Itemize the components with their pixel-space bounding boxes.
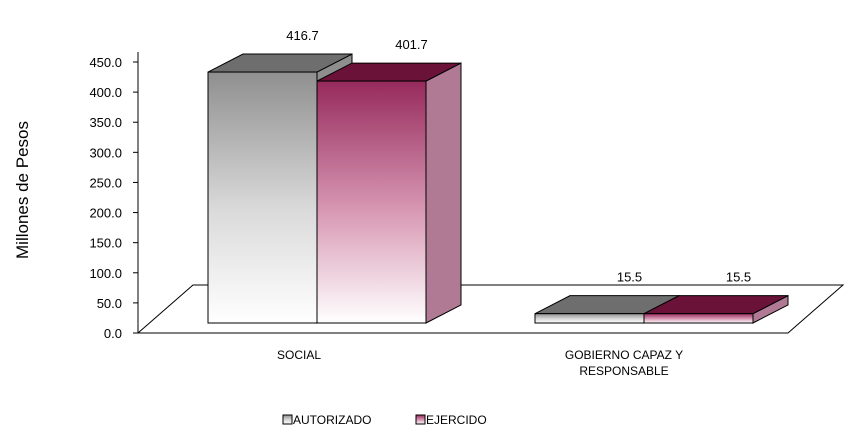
- bar-ejercido-1: [316, 62, 462, 324]
- bar-front: [207, 71, 318, 324]
- y-tick-label: 450.0: [89, 55, 122, 70]
- x-category-label-line: GOBIERNO CAPAZ Y: [565, 348, 683, 362]
- y-tick-label: 100.0: [89, 266, 122, 281]
- bar-front: [316, 80, 427, 324]
- data-labels: 416.7 401.7 15.5 15.5: [286, 28, 751, 285]
- x-category-label: GOBIERNO CAPAZ Y RESPONSABLE: [565, 348, 683, 378]
- bar-front: [534, 313, 645, 324]
- y-tick-label: 200.0: [89, 206, 122, 221]
- y-tick-label: 0.0: [104, 326, 122, 341]
- legend: AUTORIZADO EJERCIDO: [282, 413, 487, 427]
- x-category-label-line: RESPONSABLE: [579, 364, 668, 378]
- legend-item-ejercido: EJERCIDO: [415, 413, 487, 427]
- legend-label-autorizado: AUTORIZADO: [293, 413, 371, 427]
- y-axis-ticks: 0.0 50.0 100.0 150.0 200.0 250.0 300.0 350.0 400…: [89, 55, 138, 341]
- legend-label-ejercido: EJERCIDO: [426, 413, 487, 427]
- legend-swatch-autorizado: [282, 414, 293, 425]
- y-tick-label: 250.0: [89, 175, 122, 190]
- legend-item-autorizado: AUTORIZADO: [282, 413, 371, 427]
- bar-ejercido-2: [643, 294, 789, 324]
- bars: [207, 53, 789, 324]
- data-label: 416.7: [286, 28, 319, 43]
- y-tick-label: 350.0: [89, 115, 122, 130]
- data-label: 15.5: [726, 270, 751, 285]
- legend-swatch-ejercido: [415, 414, 426, 425]
- y-tick-label: 50.0: [97, 296, 122, 311]
- category-labels: SOCIAL GOBIERNO CAPAZ Y RESPONSABLE: [277, 348, 683, 378]
- bar-front: [643, 313, 754, 324]
- y-tick-label: 150.0: [89, 236, 122, 251]
- x-category-label-line: SOCIAL: [277, 348, 321, 362]
- y-axis-label: Millones de Pesos: [13, 121, 32, 259]
- y-tick-label: 300.0: [89, 145, 122, 160]
- data-label: 15.5: [617, 270, 642, 285]
- bar-side: [425, 62, 462, 324]
- x-category-label: SOCIAL: [277, 348, 321, 362]
- data-label: 401.7: [395, 37, 428, 52]
- y-tick-label: 400.0: [89, 85, 122, 100]
